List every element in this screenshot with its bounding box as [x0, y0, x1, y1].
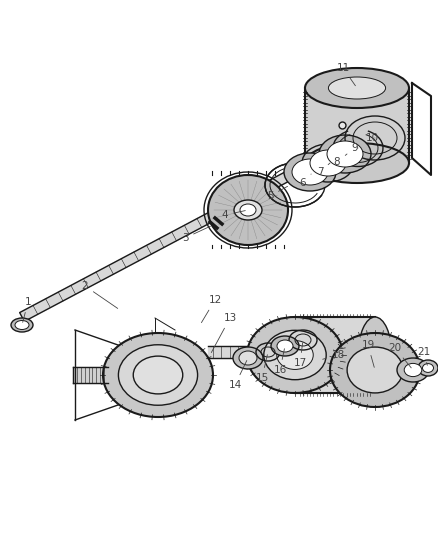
Ellipse shape [310, 150, 346, 176]
Ellipse shape [277, 341, 313, 369]
Ellipse shape [11, 318, 33, 332]
Ellipse shape [284, 153, 336, 191]
Polygon shape [20, 171, 292, 321]
Ellipse shape [264, 330, 326, 379]
Ellipse shape [319, 135, 371, 173]
Text: 10: 10 [365, 133, 378, 143]
Text: 12: 12 [201, 295, 222, 322]
Ellipse shape [305, 68, 409, 108]
Ellipse shape [271, 336, 299, 356]
Ellipse shape [327, 141, 363, 167]
Text: 21: 21 [417, 347, 431, 365]
Text: 2: 2 [82, 281, 118, 309]
Ellipse shape [397, 358, 429, 382]
Ellipse shape [404, 364, 422, 377]
Text: 15: 15 [255, 354, 268, 383]
Text: 17: 17 [293, 343, 307, 368]
Text: 6: 6 [300, 174, 311, 188]
Ellipse shape [292, 159, 328, 185]
Ellipse shape [233, 347, 263, 369]
Polygon shape [412, 83, 431, 175]
Polygon shape [295, 317, 375, 393]
Ellipse shape [239, 351, 257, 365]
Text: 14: 14 [228, 360, 247, 390]
Polygon shape [75, 330, 118, 420]
Ellipse shape [247, 317, 343, 393]
Text: 3: 3 [182, 226, 211, 243]
Ellipse shape [305, 143, 409, 183]
Text: 7: 7 [317, 163, 330, 177]
Ellipse shape [208, 175, 288, 245]
Ellipse shape [234, 200, 262, 220]
Ellipse shape [418, 360, 438, 376]
Ellipse shape [277, 340, 293, 352]
Ellipse shape [358, 317, 392, 393]
Polygon shape [73, 367, 108, 383]
Text: 9: 9 [352, 143, 358, 153]
Polygon shape [208, 346, 310, 358]
Text: 8: 8 [334, 154, 347, 167]
Ellipse shape [347, 347, 403, 393]
Text: 4: 4 [222, 210, 245, 220]
Text: 13: 13 [211, 313, 237, 352]
Ellipse shape [240, 204, 256, 216]
Polygon shape [305, 88, 409, 163]
Ellipse shape [15, 320, 29, 329]
Ellipse shape [133, 356, 183, 394]
Text: 16: 16 [273, 349, 286, 375]
Text: 1: 1 [23, 297, 31, 322]
Text: 19: 19 [361, 340, 374, 367]
Ellipse shape [103, 333, 213, 417]
Text: 5: 5 [267, 187, 288, 201]
Text: 18: 18 [323, 350, 345, 360]
Ellipse shape [330, 333, 420, 407]
Ellipse shape [423, 364, 434, 373]
Ellipse shape [118, 345, 198, 405]
Ellipse shape [328, 77, 385, 99]
Text: 11: 11 [336, 63, 355, 86]
Text: 20: 20 [389, 343, 411, 368]
